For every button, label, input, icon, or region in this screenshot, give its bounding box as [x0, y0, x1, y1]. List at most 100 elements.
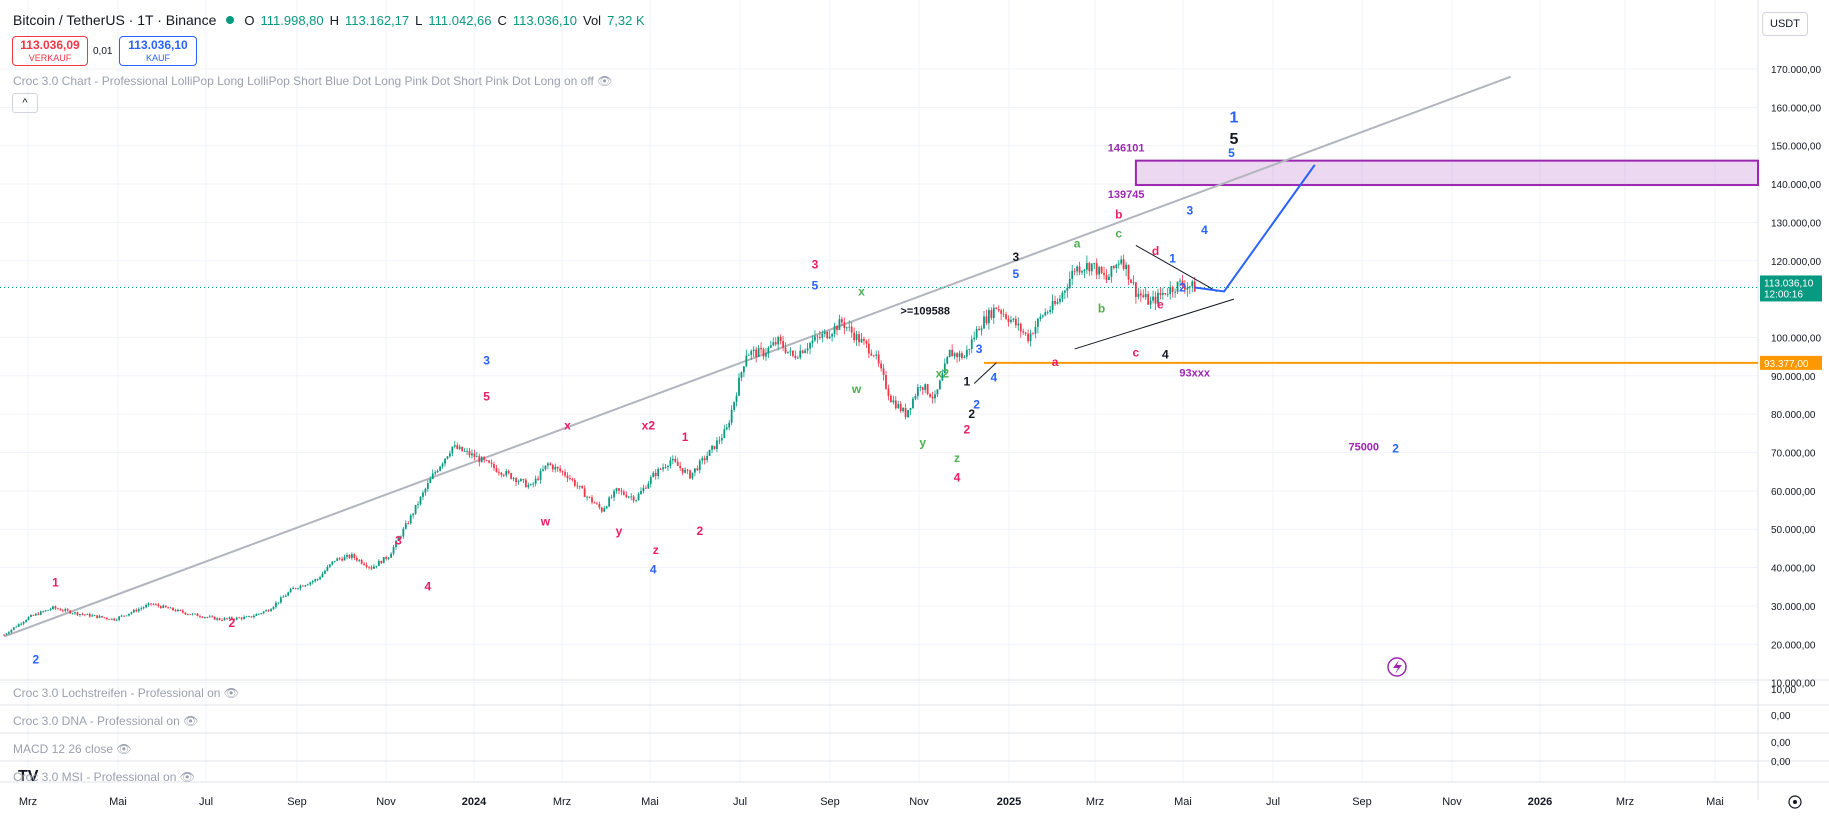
- candle-body: [1125, 264, 1127, 269]
- wave-label: x: [564, 418, 571, 432]
- candle-body: [1019, 323, 1022, 332]
- candle-body: [517, 481, 520, 483]
- indicator-macd[interactable]: MACD 12 26 close 👁: [13, 742, 132, 756]
- candle-body: [510, 473, 513, 479]
- indicator-croc-chart-label: Croc 3.0 Chart - Professional LolliPop L…: [13, 74, 594, 88]
- candle-body: [262, 611, 265, 614]
- candle-body: [654, 472, 657, 477]
- candle-body: [706, 455, 709, 461]
- buy-button[interactable]: 113.036,10 KAUF: [119, 36, 197, 66]
- candle-body: [600, 507, 603, 512]
- candle-body: [137, 609, 140, 612]
- indicator-dna-label: Croc 3.0 DNA - Professional on: [13, 714, 180, 728]
- candle-body: [390, 553, 392, 558]
- candle-body: [336, 558, 339, 561]
- candle-body: [985, 316, 988, 324]
- candle-body: [201, 616, 204, 618]
- candle-body: [502, 474, 505, 476]
- collapse-legend-button[interactable]: ^: [12, 93, 38, 113]
- candle-body: [755, 349, 758, 357]
- volume-value: 7,32 K: [607, 12, 645, 28]
- eye-icon[interactable]: 👁: [223, 686, 240, 700]
- candle-body: [505, 471, 508, 476]
- candle-body: [613, 490, 615, 498]
- candle-body: [1188, 286, 1191, 288]
- wave-4-line: [973, 362, 997, 384]
- candle-body: [199, 616, 201, 617]
- candle-body: [657, 468, 660, 477]
- candle-body: [358, 559, 361, 561]
- lightning-icon: [1387, 657, 1407, 677]
- candle-body: [1059, 298, 1061, 302]
- candle-body: [96, 615, 98, 618]
- candle-body: [659, 468, 662, 470]
- wave-label: 2: [696, 524, 703, 538]
- candle-body: [823, 332, 826, 335]
- eye-icon[interactable]: 👁: [597, 74, 613, 88]
- candle-body: [990, 310, 993, 318]
- candle-body: [5, 633, 8, 635]
- candle-body: [213, 616, 216, 620]
- candle-body: [1186, 287, 1189, 290]
- candle-body: [1122, 259, 1125, 269]
- candle-body: [576, 485, 579, 487]
- candle-body: [1093, 263, 1096, 264]
- triangle-upper-line: [1135, 244, 1217, 292]
- candle-body: [326, 566, 329, 571]
- candle-body: [667, 465, 669, 468]
- candle-body: [1005, 314, 1007, 319]
- candle-body: [973, 337, 976, 340]
- candle-body: [1105, 274, 1108, 281]
- candle-body: [603, 508, 606, 512]
- wave-label: x2: [936, 367, 950, 381]
- wave-label: 2: [973, 397, 980, 411]
- indicator-croc-chart[interactable]: Croc 3.0 Chart - Professional LolliPop L…: [13, 74, 612, 88]
- candle-body: [395, 540, 397, 548]
- candle-body: [101, 616, 103, 618]
- candle-body: [429, 478, 432, 484]
- indicator-macd-label: MACD 12 26 close: [13, 742, 114, 756]
- tradingview-logo: TV: [18, 768, 39, 785]
- candle-body: [1152, 296, 1154, 301]
- eye-icon[interactable]: 👁: [116, 742, 132, 756]
- candle-body: [478, 456, 481, 463]
- symbol-title[interactable]: Bitcoin / TetherUS · 1T · Binance: [13, 12, 217, 28]
- candle-body: [730, 409, 733, 423]
- candle-body: [93, 615, 96, 617]
- wave-label: 2: [229, 616, 236, 630]
- candle-body: [1054, 301, 1056, 304]
- candle-body: [1051, 301, 1054, 310]
- candle-body: [59, 609, 62, 611]
- candle-body: [662, 467, 664, 470]
- y-tick-label: 130.000,00: [1771, 218, 1821, 229]
- candle-body: [424, 488, 427, 493]
- y-tick-label: 160.000,00: [1771, 103, 1821, 114]
- candle-body: [353, 554, 356, 558]
- wave-label: 1: [682, 430, 689, 444]
- candle-body: [83, 614, 86, 616]
- currency-selector[interactable]: USDT: [1762, 12, 1808, 36]
- candle-body: [765, 353, 767, 357]
- indicator-dna[interactable]: Croc 3.0 DNA - Professional on 👁: [13, 714, 198, 728]
- candle-body: [725, 427, 728, 430]
- indicator-lochstreifen[interactable]: Croc 3.0 Lochstreifen - Professional on …: [13, 686, 239, 700]
- candle-body: [74, 612, 76, 614]
- candle-body: [532, 483, 535, 485]
- candle-body: [238, 617, 241, 619]
- candle-body: [267, 610, 270, 612]
- indicator-msi[interactable]: Croc 3.0 MSI - Professional on 👁: [13, 770, 195, 784]
- candle-body: [265, 610, 268, 612]
- sell-button[interactable]: 113.036,09 VERKAUF: [12, 36, 88, 66]
- candle-body: [787, 351, 789, 353]
- eye-icon[interactable]: 👁: [179, 770, 195, 784]
- candle-body: [784, 347, 787, 353]
- candle-body: [963, 356, 966, 358]
- x-tick-label: Mrz: [1086, 796, 1104, 808]
- candle-body: [1007, 318, 1010, 323]
- x-tick-label: Sep: [820, 796, 840, 808]
- candle-body: [498, 471, 500, 473]
- candle-body: [1027, 333, 1029, 342]
- eye-icon[interactable]: 👁: [183, 714, 199, 728]
- candle-body: [608, 497, 611, 507]
